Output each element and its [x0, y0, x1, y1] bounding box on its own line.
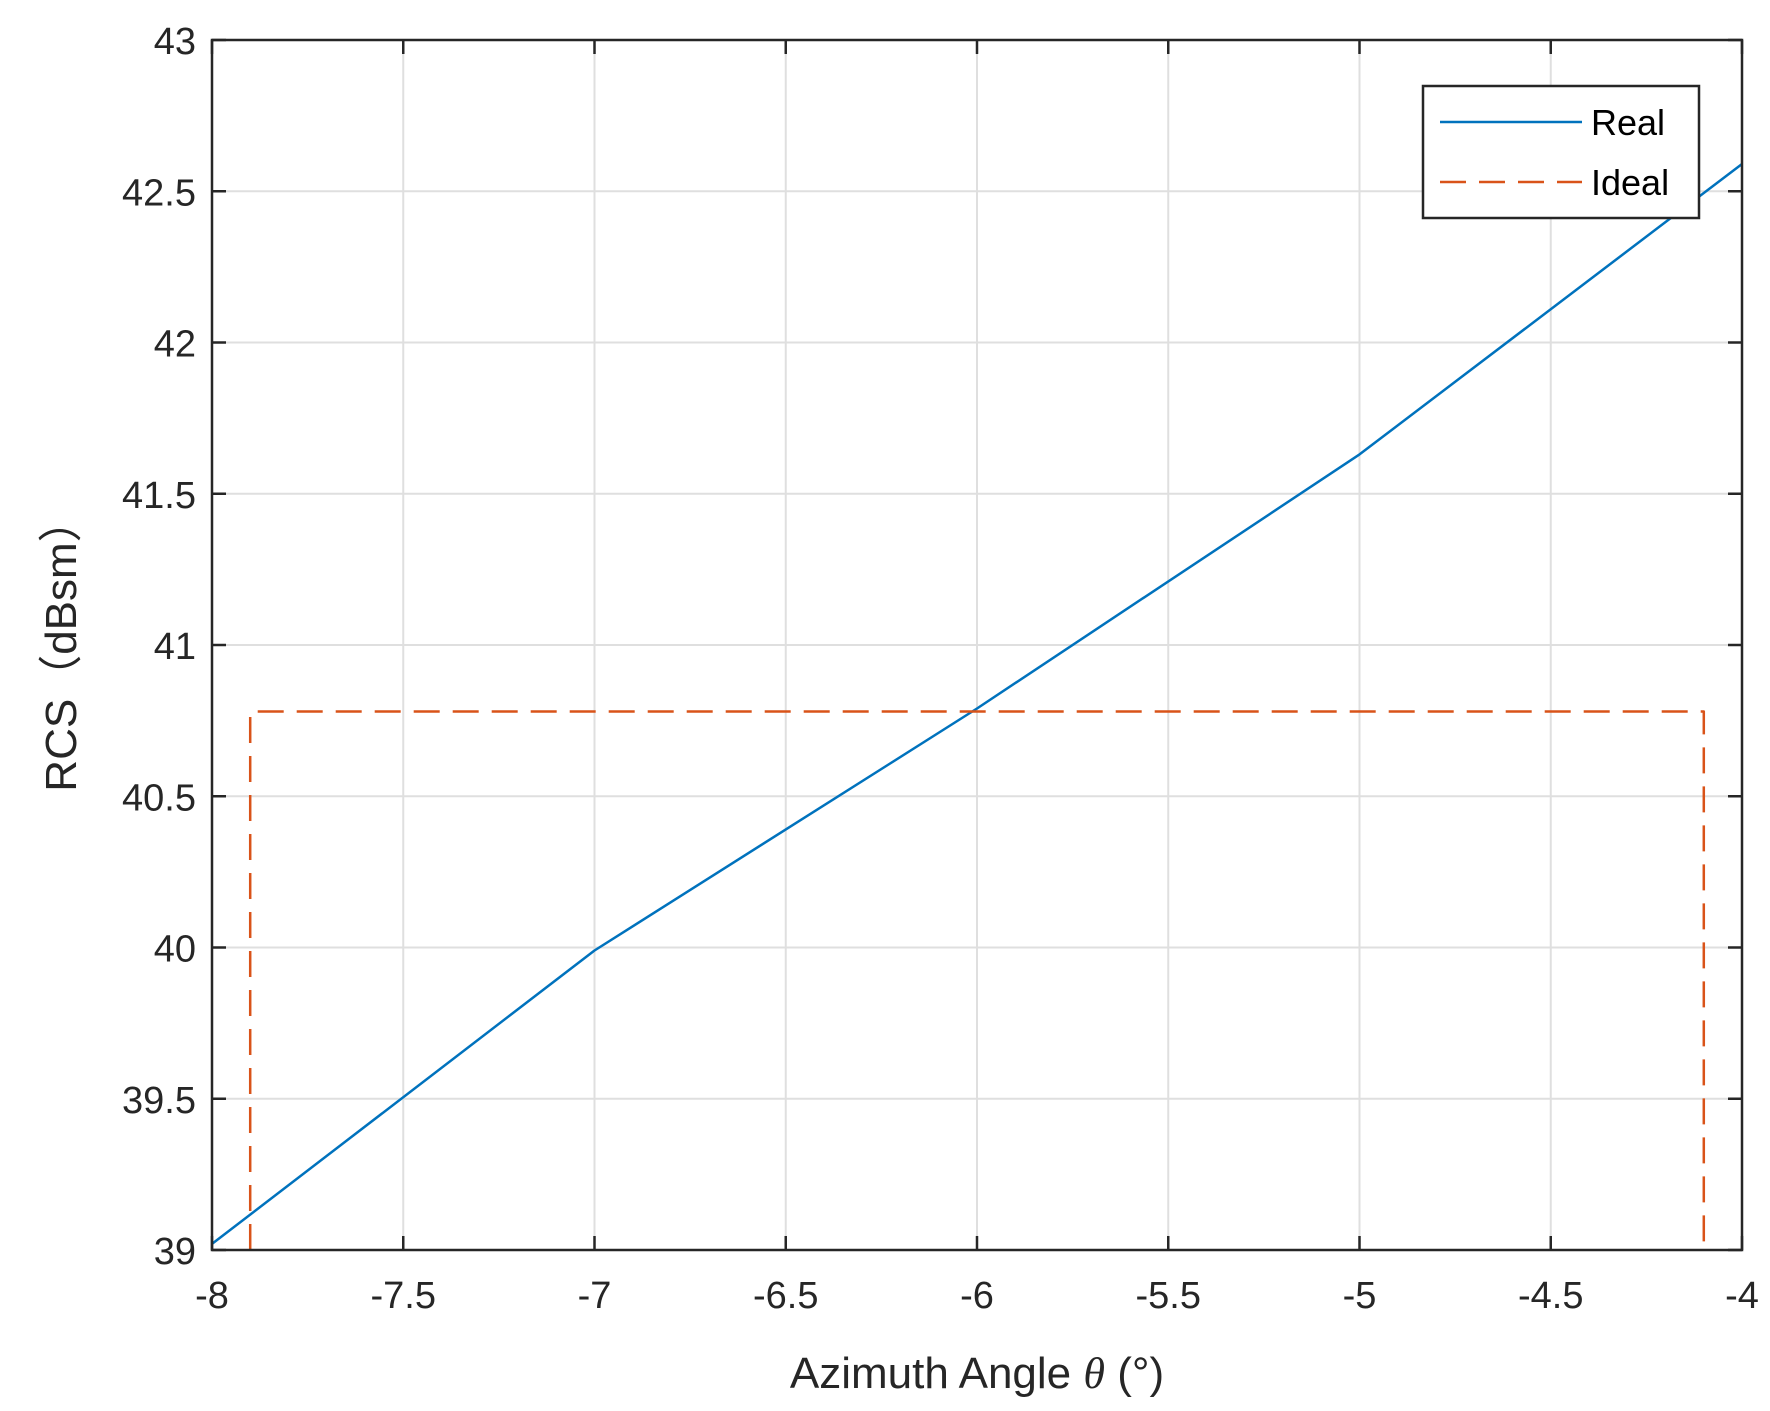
y-tick-label: 41: [154, 626, 196, 668]
y-tick-label: 39: [154, 1231, 196, 1273]
y-tick-label: 43: [154, 21, 196, 63]
y-tick-labels: 39 39.5 40 40.5 41 41.5 42 42.5 43: [122, 21, 196, 1273]
x-axis-title-prefix: Azimuth Angle: [790, 1349, 1084, 1398]
grid-lines: [212, 40, 1742, 1250]
x-tick-label: -4: [1725, 1275, 1759, 1317]
y-tick-label: 40: [154, 929, 196, 971]
x-axis-title-symbol: θ: [1083, 1349, 1105, 1398]
series-ideal-line: [248, 710, 1706, 1250]
series-real-line: [211, 163, 1743, 1245]
tick-marks: [210, 38, 1744, 1252]
y-tick-label: 41.5: [122, 475, 196, 517]
x-tick-label: -5: [1343, 1275, 1377, 1317]
series-layer: [211, 163, 1743, 1250]
x-tick-label: -5.5: [1136, 1275, 1201, 1317]
legend-box: [1421, 84, 1701, 220]
y-tick-label: 42.5: [122, 172, 196, 214]
y-tick-label: 40.5: [122, 777, 196, 819]
y-tick-label: 39.5: [122, 1080, 196, 1122]
x-tick-label: -7: [578, 1275, 612, 1317]
y-axis-title: RCS（dBsm）: [37, 498, 86, 791]
x-tick-label: -8: [195, 1275, 229, 1317]
y-tick-label: 42: [154, 324, 196, 366]
x-tick-label: -6.5: [753, 1275, 818, 1317]
x-tick-labels: -8 -7.5 -7 -6.5 -6 -5.5 -5 -4.5 -4: [195, 1275, 1759, 1317]
x-tick-label: -4.5: [1518, 1275, 1583, 1317]
legend: Real Ideal: [1421, 84, 1701, 220]
x-tick-label: -6: [960, 1275, 994, 1317]
legend-real-label: Real: [1591, 102, 1665, 143]
x-axis-title: Azimuth Angle θ (°): [790, 1349, 1164, 1398]
x-tick-label: -7.5: [371, 1275, 436, 1317]
x-axis-title-unit: (°): [1105, 1349, 1164, 1398]
legend-ideal-label: Ideal: [1591, 162, 1669, 203]
